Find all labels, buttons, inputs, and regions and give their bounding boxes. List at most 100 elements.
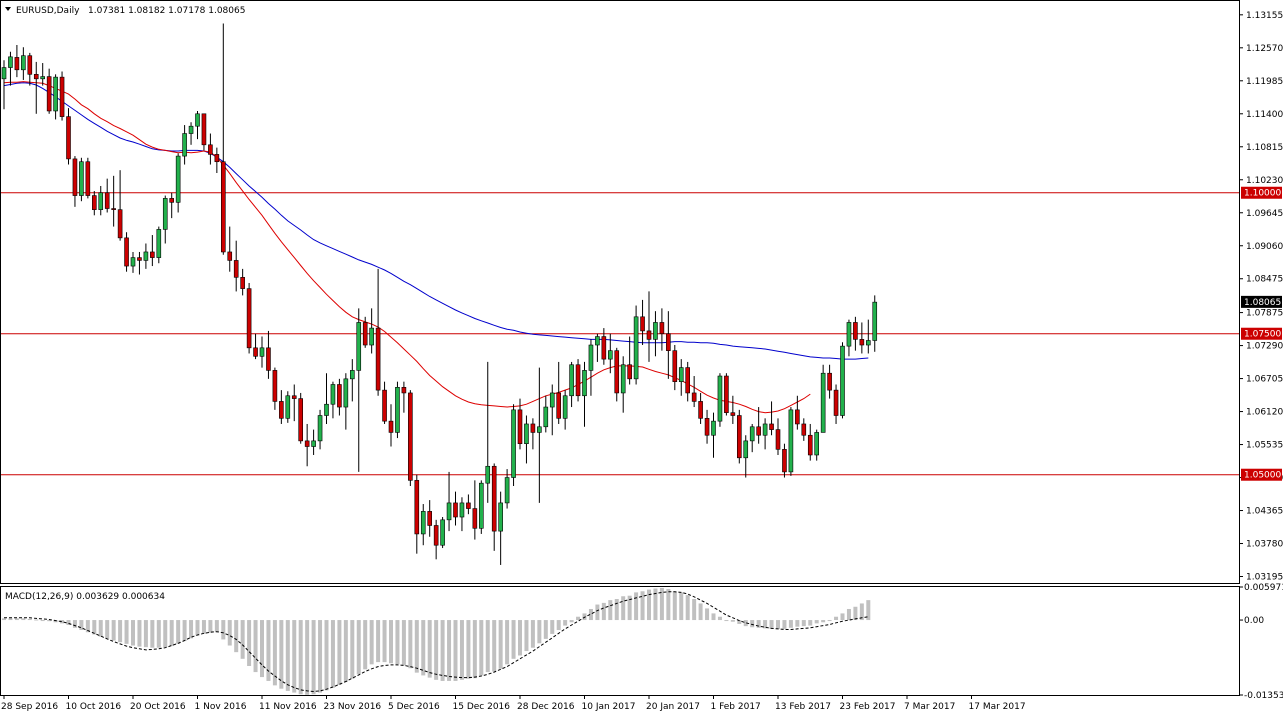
- time-tick-label: 28 Dec 2016: [517, 702, 575, 712]
- macd-bar: [202, 620, 206, 634]
- candle-body-down: [389, 421, 393, 432]
- candle-body-up: [395, 387, 399, 432]
- price-tick-label: 1.10815: [1246, 143, 1283, 153]
- macd-bar: [41, 620, 45, 621]
- candle-body-up: [370, 328, 374, 345]
- macd-bar: [686, 595, 690, 620]
- candle-body-up: [815, 432, 819, 455]
- candle-body-down: [860, 339, 864, 345]
- candle-body-down: [557, 393, 561, 418]
- candle: [234, 241, 238, 292]
- ohlc-header: 1.07381 1.08182 1.07178 1.08065: [88, 6, 245, 16]
- macd-bar: [841, 613, 845, 620]
- candle: [273, 368, 277, 410]
- candle-body-down: [699, 401, 703, 418]
- macd-bar: [815, 620, 819, 623]
- macd-bar: [370, 620, 374, 664]
- macd-bar: [712, 613, 716, 620]
- candle-body-up: [260, 348, 264, 356]
- candle-body-down: [673, 351, 677, 382]
- macd-bar: [550, 620, 554, 634]
- candle-body-down: [60, 77, 64, 116]
- candle: [254, 334, 258, 359]
- price-tick-label: 1.12570: [1246, 44, 1283, 54]
- time-tick-label: 5 Dec 2016: [388, 702, 440, 712]
- candle-body-up: [544, 407, 548, 427]
- time-tick-label: 23 Feb 2017: [840, 702, 896, 712]
- macd-bar: [221, 620, 225, 639]
- candle-body-up: [744, 441, 748, 458]
- macd-bar: [21, 618, 25, 620]
- candle: [828, 365, 832, 399]
- candle: [724, 373, 728, 415]
- macd-bar: [595, 605, 599, 620]
- macd-bar: [557, 620, 561, 630]
- macd-bar: [150, 620, 154, 648]
- time-tick-label: 13 Feb 2017: [775, 702, 831, 712]
- macd-bar: [834, 617, 838, 620]
- candle-body-up: [2, 68, 6, 79]
- macd-bar: [853, 607, 857, 620]
- candle: [383, 382, 387, 424]
- candle: [524, 416, 528, 464]
- macd-bar: [350, 620, 354, 679]
- price-tick-label: 1.05535: [1246, 441, 1283, 451]
- candlesticks: [2, 24, 877, 565]
- candle-body-up: [570, 365, 574, 396]
- chart-header: EURUSD,Daily 1.07381 1.08182 1.07178 1.0…: [5, 6, 245, 16]
- candle: [821, 365, 825, 433]
- candle: [782, 444, 786, 478]
- candle-body-up: [176, 156, 180, 202]
- candle-body-down: [428, 511, 432, 525]
- caret-down-icon[interactable]: [5, 7, 11, 11]
- macd-bar: [170, 620, 174, 646]
- macd-bar: [563, 620, 567, 626]
- macd-bar: [731, 620, 735, 622]
- candle: [350, 359, 354, 401]
- candle-body-up: [331, 384, 335, 404]
- candle-body-up: [537, 427, 541, 433]
- macd-bar: [234, 620, 238, 652]
- candle-body-down: [737, 416, 741, 458]
- price-tick-label: 1.13155: [1246, 11, 1283, 21]
- candle: [312, 430, 316, 455]
- candle: [137, 252, 141, 275]
- candle: [473, 480, 477, 539]
- macd-bar: [208, 620, 212, 633]
- candle: [215, 148, 219, 173]
- candle: [79, 158, 83, 201]
- horizontal-levels: [1, 193, 1239, 475]
- candle: [299, 393, 303, 444]
- candle: [395, 382, 399, 438]
- macd-histogram: [2, 588, 870, 695]
- candle: [447, 472, 451, 531]
- macd-bar: [325, 620, 329, 690]
- candle: [853, 317, 857, 351]
- candle-body-down: [434, 525, 438, 545]
- candle: [847, 320, 851, 357]
- candle: [492, 463, 496, 550]
- time-tick-label: 20 Oct 2016: [130, 702, 186, 712]
- time-tick-label: 7 Mar 2017: [904, 702, 955, 712]
- macd-bar: [299, 620, 303, 694]
- chart-title: EURUSD,Daily: [16, 6, 80, 16]
- candle-body-down: [337, 384, 341, 407]
- price-tick-label: 1.07290: [1246, 342, 1283, 352]
- candle: [208, 134, 212, 165]
- macd-bar: [518, 620, 522, 655]
- macd-bar: [2, 618, 6, 620]
- macd-bar: [705, 608, 709, 620]
- candle-body-down: [492, 466, 496, 531]
- macd-bar: [544, 620, 548, 639]
- candle: [2, 60, 6, 109]
- macd-bar: [131, 620, 135, 645]
- macd-bar: [776, 620, 780, 629]
- candle-body-up: [486, 466, 490, 483]
- candle: [176, 153, 180, 212]
- candle: [183, 125, 187, 164]
- time-tick-label: 1 Feb 2017: [711, 702, 761, 712]
- candle: [415, 475, 419, 554]
